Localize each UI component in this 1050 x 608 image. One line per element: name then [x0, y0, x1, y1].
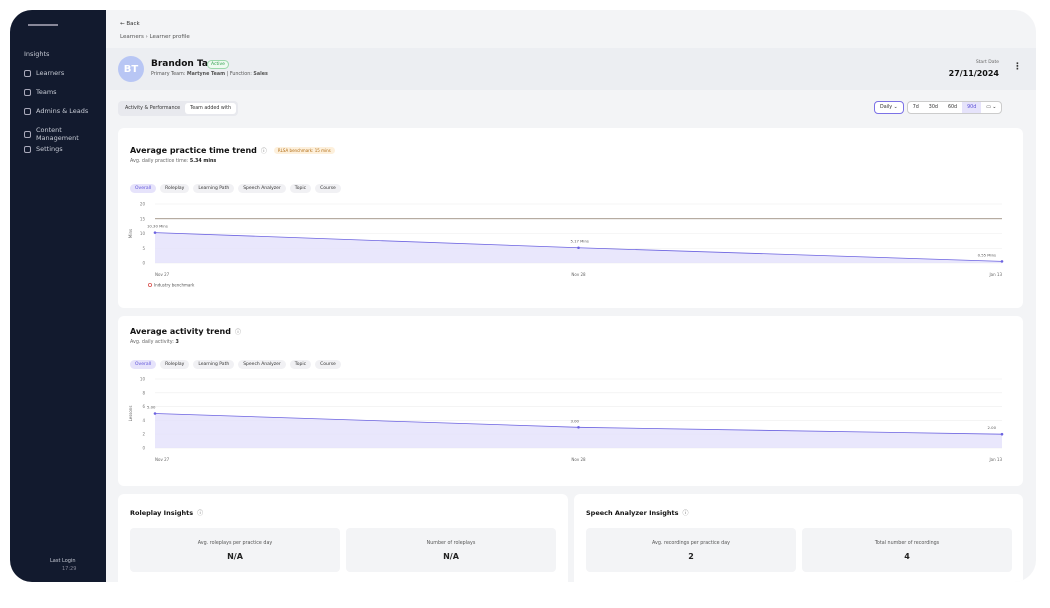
stat: Avg. recordings per practice day 2: [586, 528, 796, 572]
stat: Number of roleplays N/A: [346, 528, 556, 572]
y-tick-label: 15: [140, 216, 146, 221]
y-axis-label: Lessons: [128, 406, 133, 422]
nav-item[interactable]: Insights: [24, 50, 50, 58]
chart-filters: Overall Roleplay Learning Path Speech Analy…: [130, 360, 341, 369]
menu[interactable]: ⋮: [1013, 62, 1022, 72]
chart-header: Average activity trend ⓘ: [130, 327, 241, 336]
x-tick-label: Nov 28: [571, 457, 586, 462]
y-tick-label: 8: [142, 390, 145, 395]
breadcrumb: Learners › Learner profile: [120, 34, 190, 40]
value-label: 5.17 Mins: [571, 239, 589, 244]
insight-card: Roleplay Insights ⓘ Avg. roleplays per pr…: [118, 494, 568, 582]
x-tick-label: Nov 27: [155, 457, 170, 462]
point: [153, 412, 157, 415]
chart: Mins 0 5 10 15 20 Industry benchmark 10.30 Mins…: [128, 202, 1004, 288]
value-label: 2.00: [988, 425, 997, 430]
x-tick-label: Jan 13: [988, 457, 1002, 462]
nav-item[interactable]: Learners: [24, 69, 64, 77]
point: [1000, 260, 1004, 263]
x-tick-label: Nov 28: [571, 272, 586, 277]
last-login: Last Login: [50, 558, 76, 564]
insight-title: Speech Analyzer Insights: [586, 508, 679, 517]
calendar[interactable]: ▭ ⌄: [986, 105, 997, 110]
main: ← Back Learners › Learner profile BT Bra…: [106, 10, 1036, 582]
start-date-label: Start Date: [975, 60, 999, 65]
value-label: 10.30 Mins: [147, 224, 168, 229]
x-tick-label: Jan 13: [988, 272, 1002, 277]
y-tick-label: 0: [142, 446, 145, 451]
sidebar: Insights Learners Teams Admins & Leads C…: [10, 10, 106, 582]
legend-label: Industry benchmark: [154, 283, 195, 288]
y-tick-label: 20: [140, 202, 146, 207]
point: [577, 426, 580, 429]
tab[interactable]: Activity & Performance: [125, 106, 181, 111]
range[interactable]: 60d: [947, 105, 958, 110]
value-label: 5.00: [147, 405, 156, 410]
benchmark-badge: RLSA benchmark: 15 mins: [273, 147, 335, 154]
point: [1000, 432, 1004, 436]
chart-header: Average practice time trend ⓘ RLSA benchm…: [130, 146, 335, 155]
avatar: BT: [118, 56, 144, 82]
chart-filter[interactable]: Overall: [130, 360, 157, 369]
x-tick-label: Nov 27: [155, 272, 170, 277]
team-info: Primary Team: Martyne Team | Function: S…: [151, 72, 268, 77]
chart-filter[interactable]: Topic: [289, 184, 312, 193]
chart-filter[interactable]: Roleplay: [160, 360, 190, 369]
range-group: 7d 30d 60d 90d ▭ ⌄: [906, 101, 1003, 114]
value-label: 3.00: [571, 418, 580, 423]
summary: Avg. daily activity: 3: [130, 340, 179, 345]
y-tick-label: 5: [142, 246, 145, 251]
nav-item[interactable]: Content Management: [24, 126, 106, 142]
chart-filter[interactable]: Learning Path: [193, 360, 235, 369]
chart-filter[interactable]: Course: [315, 360, 341, 369]
learner-name: Brandon Tan: [151, 59, 215, 69]
back[interactable]: ← Back: [120, 21, 140, 27]
chart-filter[interactable]: Speech Analyzer: [238, 184, 286, 193]
tab[interactable]: Team added with: [185, 103, 237, 114]
nav-item[interactable]: Teams: [24, 88, 57, 96]
y-tick-label: 6: [142, 404, 145, 409]
chart: Lessons 0 2 4 6 8 10 5.00 Nov 27 3.00 Nov 28 2.00 Ja…: [128, 377, 1004, 462]
y-tick-label: 10: [140, 377, 146, 382]
y-axis-label: Mins: [128, 229, 133, 238]
range[interactable]: 7d: [912, 105, 919, 110]
chart-filter[interactable]: Overall: [130, 184, 157, 193]
y-tick-label: 2: [142, 432, 145, 437]
status: Active: [207, 60, 229, 69]
y-tick-label: 4: [142, 418, 145, 423]
legend-marker: [147, 282, 152, 287]
nav-item[interactable]: Admins & Leads: [24, 107, 88, 115]
chart-card: Average practice time trend ⓘ RLSA benchm…: [118, 128, 1023, 308]
chart-filters: Overall Roleplay Learning Path Speech Analy…: [130, 184, 341, 193]
profile-bar: BT Brandon Tan Active Primary Team: Mart…: [106, 48, 1036, 90]
tabs: Activity & Performance Team added with: [118, 101, 239, 116]
area: [155, 413, 1002, 448]
chart-card: Average activity trend ⓘ Avg. daily activ…: [118, 316, 1023, 486]
range[interactable]: 30d: [928, 105, 938, 110]
insight-title: Roleplay Insights: [130, 508, 194, 517]
insight-card: Speech Analyzer Insights ⓘ Avg. recording…: [574, 494, 1023, 582]
logo: [28, 16, 58, 26]
last-login-time: 17:29: [62, 566, 77, 572]
range[interactable]: 90d: [962, 102, 982, 113]
filters: Daily ⌄ 7d 30d 60d 90d ▭ ⌄: [874, 101, 1003, 114]
stat: Avg. roleplays per practice day N/A: [130, 528, 340, 572]
point: [153, 231, 157, 234]
chart-filter[interactable]: Roleplay: [160, 184, 190, 193]
y-tick-label: 10: [140, 231, 146, 236]
start-date: 27/11/2024: [948, 69, 999, 78]
nav-item[interactable]: Settings: [24, 145, 63, 153]
point: [577, 246, 580, 250]
chart-filter[interactable]: Learning Path: [193, 184, 235, 193]
stat: Total number of recordings 4: [802, 528, 1012, 572]
interval-select[interactable]: Daily ⌄: [874, 101, 904, 114]
chart-filter[interactable]: Speech Analyzer: [238, 360, 286, 369]
y-tick-label: 0: [142, 261, 145, 266]
chart-filter[interactable]: Topic: [289, 360, 312, 369]
chart-filter[interactable]: Course: [315, 184, 341, 193]
value-label: 0.55 Mins: [978, 252, 996, 257]
summary: Avg. daily practice time: 5.34 mins: [130, 159, 217, 164]
